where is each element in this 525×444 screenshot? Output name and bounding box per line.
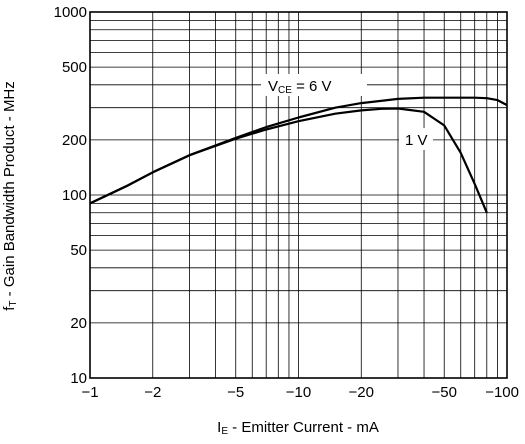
series-label-vce-6v: VCE = 6 V bbox=[268, 78, 332, 96]
y-tick-label: 200 bbox=[62, 132, 87, 149]
label-bg bbox=[399, 128, 433, 150]
y-tick-label: 50 bbox=[70, 242, 87, 259]
x-tick-label: −1 bbox=[81, 384, 98, 401]
series-line-vce-1v bbox=[89, 107, 488, 214]
x-tick-label: −50 bbox=[432, 384, 457, 401]
x-tick-label: −20 bbox=[349, 384, 374, 401]
y-tick-labels: 10 20 50 100 200 500 1000 bbox=[54, 4, 87, 387]
x-tick-label: −5 bbox=[227, 384, 244, 401]
curve-labels: VCE = 6 V 1 V bbox=[261, 74, 433, 150]
grid bbox=[90, 12, 507, 378]
y-tick-label: 20 bbox=[70, 315, 87, 332]
y-tick-label: 10 bbox=[70, 370, 87, 387]
y-axis-title: fT - Gain Bandwidth Product - MHz bbox=[1, 81, 19, 311]
y-tick-label: 1000 bbox=[54, 4, 87, 21]
plot-frame bbox=[89, 11, 508, 379]
series-label-1v: 1 V bbox=[405, 132, 428, 149]
curves bbox=[89, 96, 508, 214]
y-tick-label: 100 bbox=[62, 187, 87, 204]
x-tick-label: −2 bbox=[144, 384, 161, 401]
x-tick-labels: −1 −2 −5 −10 −20 −50 −100 bbox=[81, 384, 519, 401]
label-bg bbox=[261, 74, 367, 96]
x-axis-title: IE - Emitter Current - mA bbox=[217, 419, 379, 437]
x-tick-label: −10 bbox=[286, 384, 311, 401]
x-tick-label: −100 bbox=[485, 384, 519, 401]
y-tick-label: 500 bbox=[62, 59, 87, 76]
